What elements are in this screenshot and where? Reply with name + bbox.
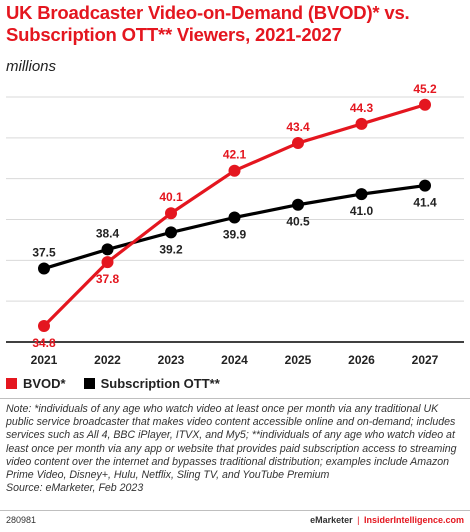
data-point-bvod: [228, 164, 241, 177]
x-tick-label: 2023: [158, 353, 185, 367]
chart-note: Note: *individuals of any age who watch …: [6, 403, 466, 495]
data-label-ott: 37.5: [32, 246, 56, 260]
x-tick-label: 2026: [348, 353, 375, 367]
note-divider: [0, 398, 470, 399]
line-chart: 2021 2022 2023 2024 2025 2026 2027 34.8 37.5 37.8…: [6, 82, 464, 367]
data-point-bvod: [101, 256, 114, 269]
chart-title: UK Broadcaster Video-on-Demand (BVOD)* v…: [6, 2, 410, 45]
chart-subtitle: millions: [6, 58, 57, 75]
data-label-bvod: 37.8: [96, 272, 120, 286]
data-point-ott: [101, 243, 114, 256]
data-label-bvod: 45.2: [413, 82, 437, 96]
data-point-ott: [38, 262, 50, 275]
brand-separator: |: [357, 515, 360, 525]
note-text: Note: *individuals of any age who watch …: [6, 403, 457, 482]
data-point-ott: [292, 198, 304, 211]
legend-item-bvod: BVOD*: [6, 376, 66, 391]
data-label-ott: 39.2: [159, 242, 183, 256]
legend-swatch-ott: [83, 378, 95, 389]
data-point-bvod: [165, 207, 177, 220]
x-tick-label: 2022: [94, 353, 121, 367]
data-point-bvod: [292, 137, 304, 150]
data-point-bvod: [419, 98, 431, 111]
x-tick-label: 2025: [285, 353, 312, 367]
legend-label-bvod: BVOD*: [23, 376, 66, 391]
data-label-bvod: 42.1: [223, 148, 247, 162]
data-label-bvod: 34.8: [32, 336, 56, 350]
data-point-ott: [228, 211, 241, 224]
data-label-ott: 39.9: [223, 228, 247, 242]
legend-item-ott: Subscription OTT**: [83, 376, 220, 391]
x-tick-label: 2024: [221, 353, 248, 367]
legend: BVOD* Subscription OTT**: [6, 376, 220, 391]
data-label-ott: 38.4: [96, 226, 120, 240]
data-point-ott: [419, 179, 431, 192]
source-text: Source: eMarketer, Feb 2023: [6, 482, 144, 495]
footer-divider: [0, 510, 470, 511]
x-tick-label: 2027: [412, 353, 439, 367]
footer-brand: eMarketer | InsiderIntelligence.com: [310, 515, 464, 525]
data-point-ott: [165, 226, 177, 239]
legend-label-ott: Subscription OTT**: [100, 376, 220, 391]
brand-site-link[interactable]: InsiderIntelligence.com: [363, 515, 464, 525]
legend-swatch-bvod: [6, 378, 17, 389]
data-label-ott: 41.4: [413, 196, 437, 210]
x-tick-label: 2021: [31, 353, 58, 367]
data-label-bvod: 40.1: [159, 190, 183, 204]
data-point-ott: [355, 188, 368, 201]
data-point-bvod: [38, 319, 50, 332]
data-label-ott: 41.0: [350, 204, 374, 218]
data-label-bvod: 44.3: [350, 101, 374, 115]
data-label-ott: 40.5: [286, 215, 310, 229]
data-label-bvod: 43.4: [286, 120, 310, 134]
brand-name: eMarketer: [310, 515, 353, 525]
chart-id: 280981: [6, 515, 37, 525]
data-point-bvod: [355, 117, 368, 130]
